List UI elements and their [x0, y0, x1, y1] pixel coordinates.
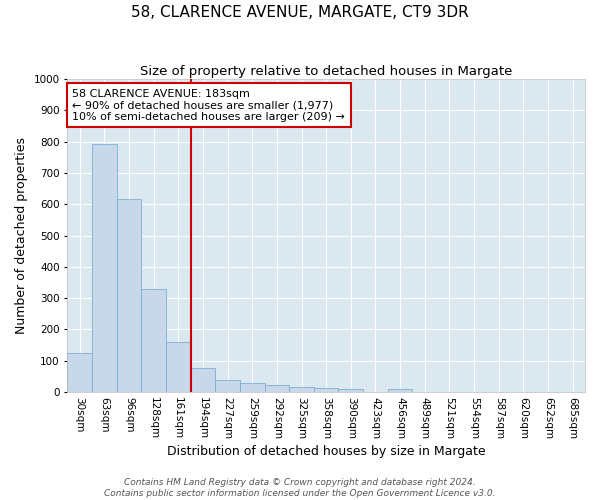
Text: Contains HM Land Registry data © Crown copyright and database right 2024.
Contai: Contains HM Land Registry data © Crown c…: [104, 478, 496, 498]
Bar: [166, 342, 191, 392]
Bar: [215, 380, 240, 392]
Bar: [116, 199, 141, 392]
Title: Size of property relative to detached houses in Margate: Size of property relative to detached ho…: [140, 65, 512, 78]
Text: 58, CLARENCE AVENUE, MARGATE, CT9 3DR: 58, CLARENCE AVENUE, MARGATE, CT9 3DR: [131, 5, 469, 20]
X-axis label: Distribution of detached houses by size in Margate: Distribution of detached houses by size …: [167, 444, 485, 458]
Text: 58 CLARENCE AVENUE: 183sqm
← 90% of detached houses are smaller (1,977)
10% of s: 58 CLARENCE AVENUE: 183sqm ← 90% of deta…: [73, 88, 346, 122]
Bar: [338, 390, 363, 392]
Y-axis label: Number of detached properties: Number of detached properties: [15, 137, 28, 334]
Bar: [67, 353, 92, 392]
Bar: [92, 144, 116, 392]
Bar: [314, 388, 338, 392]
Bar: [191, 368, 215, 392]
Bar: [141, 288, 166, 392]
Bar: [388, 389, 412, 392]
Bar: [240, 383, 265, 392]
Bar: [289, 388, 314, 392]
Bar: [265, 385, 289, 392]
